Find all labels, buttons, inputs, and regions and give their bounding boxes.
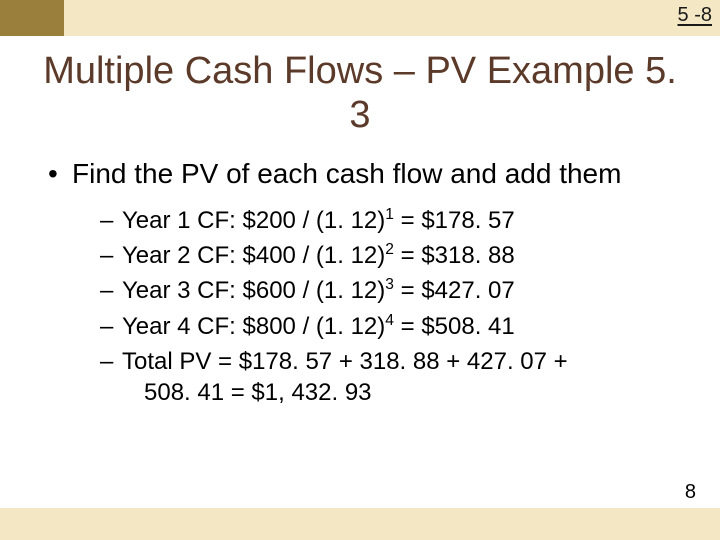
cf-label: Year 1 CF: <box>122 207 236 234</box>
cf-label: Year 2 CF: <box>122 242 236 269</box>
dash-icon: – <box>100 275 122 306</box>
sub-bullet-total: – Total PV = $178. 57 + 318. 88 + 427. 0… <box>100 346 672 408</box>
cf-result: = $318. 88 <box>394 242 515 269</box>
sub-bullet-text: Year 1 CF: $200 / (1. 12)1 = $178. 57 <box>122 205 672 236</box>
dash-icon: – <box>100 240 122 271</box>
sub-bullet-text: Total PV = $178. 57 + 318. 88 + 427. 07 … <box>122 346 672 408</box>
cf-exp: 2 <box>385 241 394 258</box>
dash-icon: – <box>100 346 122 408</box>
sub-bullet-text: Year 3 CF: $600 / (1. 12)3 = $427. 07 <box>122 275 672 306</box>
cf-expr: $400 / (1. 12) <box>243 242 386 269</box>
bottom-bar <box>0 508 720 540</box>
cf-label: Year 4 CF: <box>122 313 236 340</box>
sub-bullet-text: Year 4 CF: $800 / (1. 12)4 = $508. 41 <box>122 311 672 342</box>
cf-exp: 1 <box>385 206 394 223</box>
dash-icon: – <box>100 205 122 236</box>
cf-exp: 4 <box>385 312 394 329</box>
sub-bullet-year3: – Year 3 CF: $600 / (1. 12)3 = $427. 07 <box>100 275 672 306</box>
top-left-stub <box>0 0 64 36</box>
sub-bullets: – Year 1 CF: $200 / (1. 12)1 = $178. 57 … <box>48 205 672 408</box>
sub-bullet-text: Year 2 CF: $400 / (1. 12)2 = $318. 88 <box>122 240 672 271</box>
chapter-page-ref: 5 -8 <box>678 4 712 27</box>
slide-title: Multiple Cash Flows – PV Example 5. 3 <box>40 50 680 137</box>
sub-bullet-year2: – Year 2 CF: $400 / (1. 12)2 = $318. 88 <box>100 240 672 271</box>
bullet-dot: • <box>48 157 72 191</box>
bullet-main-text: Find the PV of each cash flow and add th… <box>72 157 621 191</box>
top-bar: 5 -8 <box>0 0 720 36</box>
total-line1: Total PV = $178. 57 + 318. 88 + 427. 07 … <box>122 348 568 375</box>
cf-result: = $427. 07 <box>394 277 515 304</box>
cf-result: = $508. 41 <box>394 313 515 340</box>
bullet-main: • Find the PV of each cash flow and add … <box>48 157 672 191</box>
page-number: 8 <box>685 481 696 504</box>
total-line2: 508. 41 = $1, 432. 93 <box>122 377 372 408</box>
cf-expr: $600 / (1. 12) <box>243 277 386 304</box>
dash-icon: – <box>100 311 122 342</box>
cf-result: = $178. 57 <box>394 207 515 234</box>
sub-bullet-year4: – Year 4 CF: $800 / (1. 12)4 = $508. 41 <box>100 311 672 342</box>
cf-expr: $200 / (1. 12) <box>243 207 386 234</box>
sub-bullet-year1: – Year 1 CF: $200 / (1. 12)1 = $178. 57 <box>100 205 672 236</box>
cf-label: Year 3 CF: <box>122 277 236 304</box>
cf-exp: 3 <box>385 276 394 293</box>
slide-content: • Find the PV of each cash flow and add … <box>0 157 720 408</box>
cf-expr: $800 / (1. 12) <box>243 313 386 340</box>
